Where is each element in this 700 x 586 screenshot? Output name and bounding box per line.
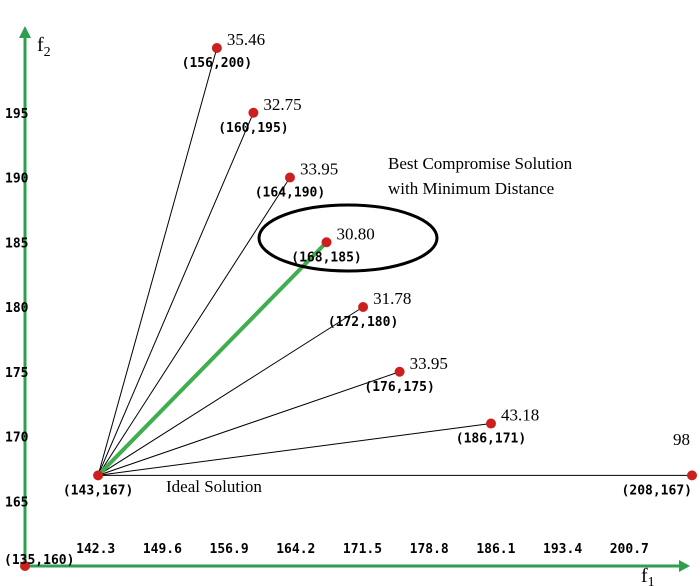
best-solution-point (321, 237, 332, 248)
best-solution-ellipse (257, 203, 439, 273)
best-solution-annotation: with Minimum Distance (388, 179, 554, 198)
y-tick-label: 165 (5, 495, 28, 510)
ideal-solution-annotation: Ideal Solution (166, 477, 262, 496)
distance-line (97, 306, 364, 476)
distance-line (97, 112, 254, 476)
distance-label: 32.75 (263, 95, 301, 114)
y-tick-label: 170 (5, 431, 29, 446)
coordinate-label: (186,171) (456, 432, 526, 447)
x-axis-label: f1 (641, 565, 655, 586)
coordinate-label: (168,185) (291, 250, 361, 265)
x-tick-label: 193.4 (543, 542, 582, 557)
y-tick-label: 175 (5, 366, 28, 381)
coordinate-label: (156,200) (182, 56, 252, 71)
distance-line (97, 47, 218, 476)
y-tick-label: 195 (5, 107, 28, 122)
y-axis-label-sub: 2 (44, 45, 51, 60)
distance-label: 35.46 (227, 30, 265, 49)
x-tick-label: 142.3 (76, 542, 115, 557)
ideal-coordinate-label: (143,167) (63, 483, 133, 498)
distance-label: 31.78 (373, 289, 411, 308)
best-distance-line (96, 240, 328, 477)
solution-point (687, 470, 697, 481)
solution-point (485, 418, 496, 429)
y-tick-label: 180 (5, 301, 29, 316)
distance-line (97, 177, 291, 476)
solution-point (211, 43, 222, 54)
x-axis-arrow (679, 560, 690, 572)
coordinate-label: (164,190) (255, 186, 325, 201)
solution-point (394, 366, 405, 377)
coordinate-label: (160,195) (218, 121, 288, 136)
coordinate-label: (208,167) (622, 483, 692, 498)
tick-labels: 142.3 149.6 156.9 164.2 171.5 178.8 186.1 193.4… (5, 107, 649, 557)
x-tick-label: 200.7 (610, 542, 649, 557)
distance-label: 43.18 (501, 406, 539, 425)
origin-point (20, 561, 30, 571)
coordinate-label: (172,180) (328, 315, 398, 330)
y-axis-label-main: f (37, 34, 44, 56)
x-tick-label: 186.1 (476, 542, 515, 557)
distance-label: 33.95 (300, 160, 338, 179)
x-axis-label-sub: 1 (648, 575, 655, 586)
y-tick-label: 190 (5, 172, 29, 187)
distance-label: 33.95 (410, 354, 448, 373)
solution-point (284, 172, 295, 183)
coordinate-label: (176,175) (364, 380, 434, 395)
x-tick-label: 171.5 (343, 542, 382, 557)
solution-point (358, 302, 369, 313)
annotations: Best Compromise Solution with Minimum Dis… (166, 154, 573, 496)
distance-label: 98 (673, 430, 690, 449)
x-axis-label-main: f (641, 565, 648, 586)
x-tick-label: 178.8 (410, 542, 449, 557)
y-tick-label: 185 (5, 236, 28, 251)
x-tick-label: 149.6 (143, 542, 182, 557)
distance-line (97, 371, 400, 476)
y-axis-arrow (19, 26, 31, 38)
best-solution-annotation: Best Compromise Solution (388, 154, 573, 173)
point-labels: 35.46 (156,200) 32.75 (160,195) 33.95 (164,19… (4, 30, 692, 568)
y-axis-label: f2 (37, 34, 51, 60)
solution-points (20, 43, 697, 571)
distance-lines (96, 47, 692, 477)
distance-label: 30.80 (337, 224, 375, 243)
ideal-solution-point (93, 470, 104, 481)
x-tick-label: 164.2 (276, 542, 315, 557)
x-tick-label: 156.9 (210, 542, 249, 557)
distance-line (98, 423, 492, 476)
solution-point (248, 107, 259, 118)
origin-coordinate-label: (135,160) (4, 553, 74, 568)
